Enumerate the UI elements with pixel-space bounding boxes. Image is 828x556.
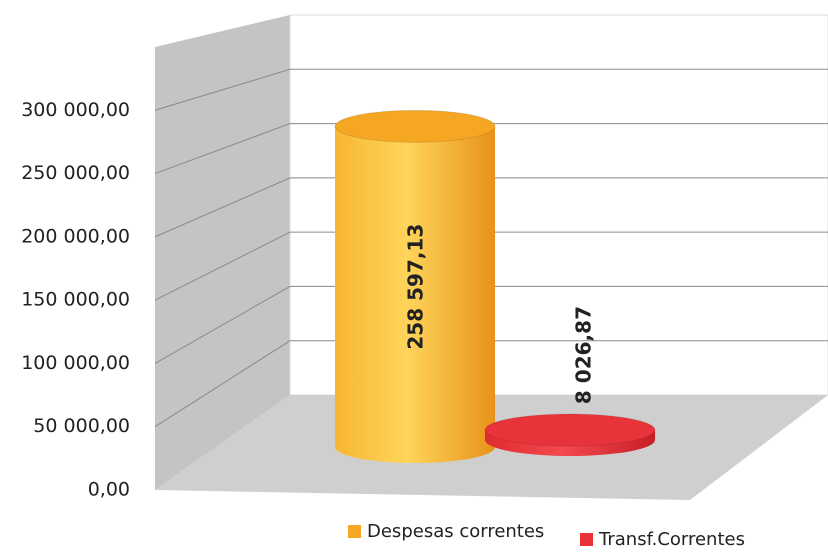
grid-line bbox=[154, 68, 828, 111]
y-tick-label: 50 000,00 bbox=[33, 415, 130, 437]
grid-line bbox=[154, 340, 828, 428]
y-tick-label: 150 000,00 bbox=[21, 289, 130, 311]
left-wall bbox=[155, 15, 290, 490]
bar-top bbox=[334, 109, 496, 143]
y-tick-label: 300 000,00 bbox=[21, 99, 130, 121]
grid-line bbox=[154, 123, 828, 175]
bar bbox=[335, 126, 495, 463]
value-label: 8 026,87 bbox=[572, 306, 596, 404]
legend-label: Despesas correntes bbox=[367, 521, 544, 542]
y-tick-label: 100 000,00 bbox=[21, 352, 130, 374]
grid-line bbox=[154, 231, 828, 301]
legend-swatch bbox=[348, 525, 361, 538]
y-tick-label: 200 000,00 bbox=[21, 225, 130, 247]
grid-line bbox=[154, 285, 828, 364]
y-tick-label: 0,00 bbox=[88, 479, 130, 501]
y-tick-label: 250 000,00 bbox=[21, 162, 130, 184]
legend-swatch bbox=[580, 533, 593, 546]
bar-top bbox=[484, 413, 656, 447]
grid-line bbox=[154, 177, 828, 238]
legend-label: Transf.Correntes bbox=[598, 529, 745, 550]
value-label: 258 597,13 bbox=[404, 224, 428, 350]
